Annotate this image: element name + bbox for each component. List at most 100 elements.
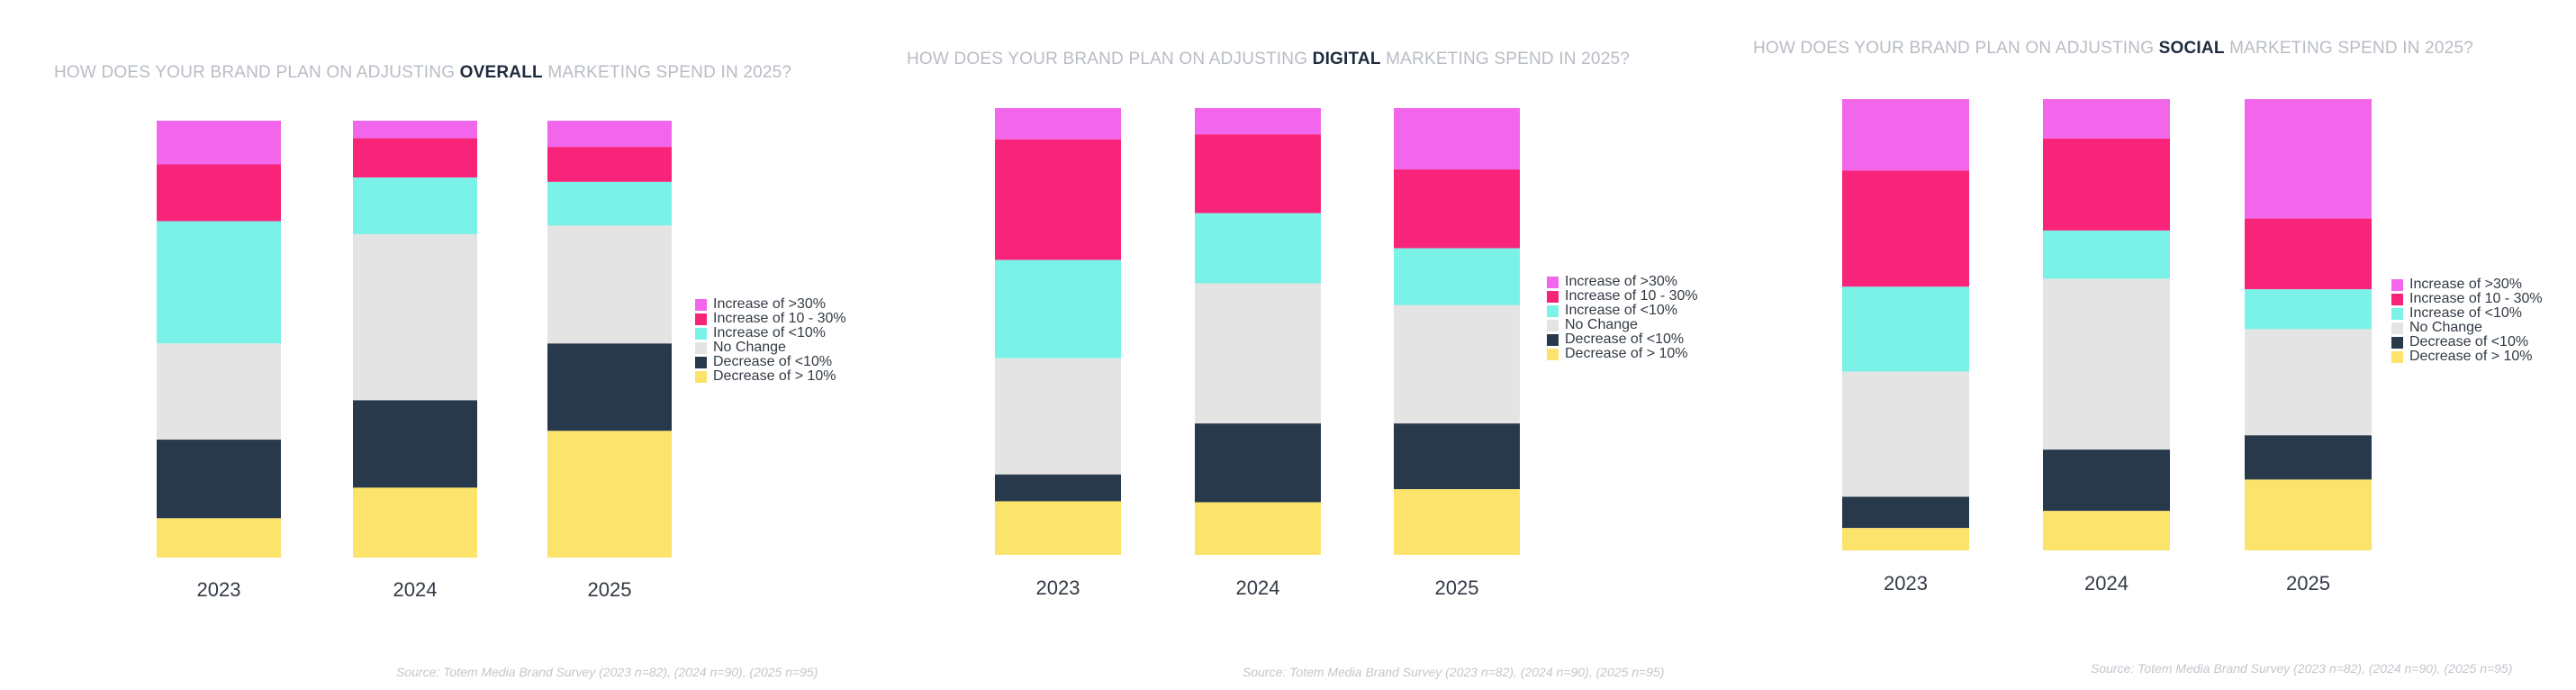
bar-segment [547, 343, 672, 431]
bar-segment [157, 440, 281, 519]
legend-swatch [2391, 293, 2403, 305]
chart-title-suffix: MARKETING SPEND IN 2025? [1380, 50, 1631, 68]
bar-segment [2245, 479, 2372, 550]
legend-item: Decrease of > 10% [695, 369, 846, 384]
legend-swatch [695, 356, 707, 368]
legend-swatch [695, 341, 707, 354]
bar-segment [1394, 423, 1520, 490]
legend-label: Decrease of > 10% [713, 368, 836, 384]
chart-title: HOW DOES YOUR BRAND PLAN ON ADJUSTING SO… [1753, 39, 2473, 59]
legend-swatch [695, 327, 707, 340]
bar-segment [353, 400, 477, 488]
legend-item: No Change [2391, 321, 2543, 335]
bar-segment [995, 501, 1121, 555]
legend-label: Increase of >30% [713, 296, 826, 312]
legend-item: Increase of >30% [1547, 275, 1698, 289]
legend-label: Increase of 10 - 30% [1565, 288, 1698, 304]
bar-segment [1394, 489, 1520, 555]
bar-segment [1195, 283, 1321, 424]
legend-label: Decrease of <10% [2409, 334, 2529, 350]
legend-item: Decrease of > 10% [2391, 350, 2543, 364]
legend-label: Decrease of <10% [1565, 331, 1685, 347]
bar-segment [547, 181, 672, 226]
legend-label: Increase of <10% [713, 325, 826, 340]
legend-item: No Change [1547, 318, 1698, 332]
legend-item: Increase of <10% [695, 326, 846, 340]
bar-segment [995, 358, 1121, 475]
chart-title-prefix: HOW DOES YOUR BRAND PLAN ON ADJUSTING [1753, 39, 2159, 58]
bar-segment [1842, 371, 1969, 497]
bar-segment [1195, 213, 1321, 284]
legend-item: No Change [695, 340, 846, 355]
bar-segment [2043, 449, 2170, 512]
legend-label: Increase of 10 - 30% [713, 311, 846, 326]
legend: Increase of >30% Increase of 10 - 30% Incr… [1547, 275, 1698, 361]
bar-segment [1842, 170, 1969, 287]
x-tick-label: 2024 [2084, 572, 2129, 595]
legend: Increase of >30% Increase of 10 - 30% Incr… [695, 297, 846, 384]
bar-segment [1394, 248, 1520, 305]
legend-item: Increase of <10% [1547, 304, 1698, 318]
legend-item: Decrease of <10% [1547, 332, 1698, 347]
legend-label: Decrease of > 10% [1565, 346, 1688, 361]
x-tick-label: 2023 [196, 578, 241, 601]
legend-swatch [1547, 319, 1559, 331]
legend-swatch [1547, 276, 1559, 288]
legend-swatch [695, 298, 707, 311]
x-tick-label: 2025 [587, 578, 632, 601]
bar-segment [157, 518, 281, 558]
legend-item: Decrease of <10% [2391, 335, 2543, 350]
x-tick-label: 2025 [1434, 577, 1479, 599]
bar-segment [2043, 278, 2170, 450]
chart-title: HOW DOES YOUR BRAND PLAN ON ADJUSTING OV… [54, 63, 791, 83]
chart-title-emphasis: DIGITAL [1312, 50, 1381, 68]
legend-label: Increase of <10% [1565, 303, 1677, 318]
legend-label: No Change [1565, 317, 1638, 332]
bar-segment [1842, 99, 1969, 171]
legend-label: Increase of <10% [2409, 305, 2522, 321]
chart-title: HOW DOES YOUR BRAND PLAN ON ADJUSTING DI… [907, 50, 1630, 69]
bar-segment [995, 139, 1121, 260]
bar-segment [995, 474, 1121, 502]
chart-title-emphasis: SOCIAL [2158, 39, 2225, 58]
legend-label: Increase of 10 - 30% [2409, 291, 2543, 306]
bar-segment [353, 177, 477, 235]
legend-swatch [2391, 307, 2403, 320]
bar-segment [1195, 423, 1321, 503]
legend-item: Decrease of > 10% [1547, 347, 1698, 361]
x-tick-label: 2023 [1035, 577, 1080, 599]
source-note: Source: Totem Media Brand Survey (2023 n… [2091, 661, 2513, 676]
legend-label: Increase of >30% [2409, 277, 2522, 292]
legend: Increase of >30% Increase of 10 - 30% Incr… [2391, 277, 2543, 364]
legend-swatch [1547, 348, 1559, 360]
legend-label: No Change [2409, 320, 2482, 335]
x-tick-label: 2023 [1884, 572, 1928, 595]
source-note: Source: Totem Media Brand Survey (2023 n… [396, 665, 818, 679]
bar-segment [2043, 511, 2170, 550]
legend-swatch [1547, 290, 1559, 303]
legend-swatch [2391, 322, 2403, 334]
bar-segment [2245, 218, 2372, 290]
bar-segment [353, 121, 477, 139]
bar-segment [157, 164, 281, 222]
legend-item: Increase of 10 - 30% [1547, 289, 1698, 304]
legend-swatch [695, 313, 707, 325]
chart-title-prefix: HOW DOES YOUR BRAND PLAN ON ADJUSTING [54, 63, 460, 82]
legend-label: Increase of >30% [1565, 274, 1677, 289]
bar-segment [2245, 329, 2372, 436]
legend-swatch [2391, 336, 2403, 349]
chart-title-suffix: MARKETING SPEND IN 2025? [2224, 39, 2474, 58]
bar-segment [353, 234, 477, 401]
x-tick-label: 2024 [1235, 577, 1280, 599]
legend-label: Decrease of > 10% [2409, 349, 2533, 364]
x-tick-label: 2025 [2286, 572, 2330, 595]
legend-swatch [695, 370, 707, 383]
bar-segment [157, 121, 281, 165]
bar-segment [2245, 289, 2372, 330]
bar-segment [1195, 134, 1321, 213]
bar-segment [1195, 108, 1321, 135]
bar-segment [2043, 99, 2170, 139]
bar-segment [1842, 528, 1969, 550]
legend-swatch [1547, 304, 1559, 317]
